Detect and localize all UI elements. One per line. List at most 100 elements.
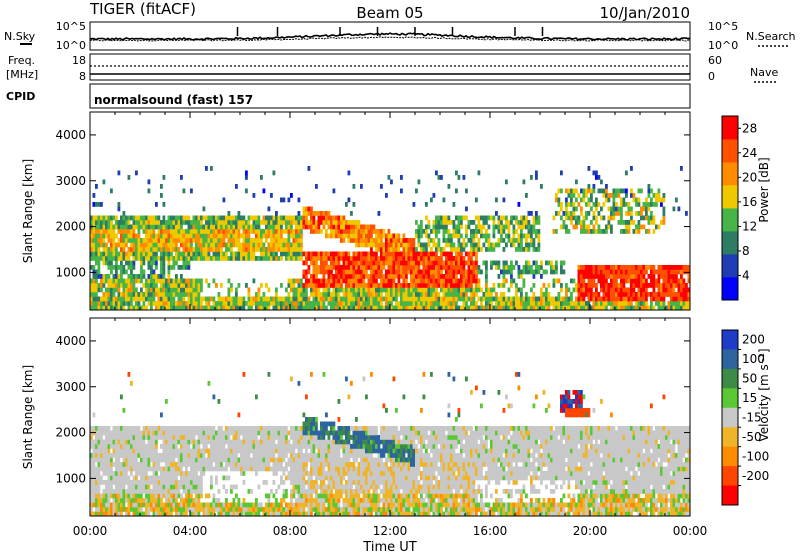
power-cell [365, 292, 368, 297]
power-cell [497, 301, 501, 306]
power-cell [317, 301, 321, 306]
power-cell [522, 305, 526, 310]
power-cell [412, 292, 416, 297]
power-cell [402, 292, 406, 297]
power-cell [232, 220, 236, 225]
power-cell [232, 238, 236, 243]
velocity-cell [197, 457, 201, 463]
power-cell [110, 233, 113, 239]
power-cell [287, 283, 291, 288]
power-cell [612, 215, 616, 221]
power-cell [232, 233, 236, 239]
power-cell [127, 305, 131, 310]
power-cell [292, 247, 296, 252]
power-cell [415, 305, 418, 310]
power-cell [325, 256, 328, 261]
power-cell [552, 301, 556, 306]
power-cell [112, 242, 116, 248]
power-cell [542, 269, 546, 275]
power-cell [515, 292, 518, 297]
power-cell [367, 292, 371, 297]
velocity-cell [132, 511, 136, 516]
power-cell [92, 229, 96, 234]
power-cell [225, 251, 228, 257]
power-cell [475, 247, 478, 252]
power-cell [315, 274, 318, 279]
velocity-cell [132, 448, 136, 454]
velocity-cell [107, 448, 111, 454]
power-cell [522, 301, 526, 306]
power-cell [600, 305, 603, 310]
power-cell [662, 292, 666, 297]
power-cell [332, 251, 336, 257]
power-cell [145, 296, 148, 302]
power-cell [327, 269, 331, 275]
velocity-cell [185, 489, 188, 494]
power-cell [582, 229, 586, 234]
power-cell [380, 184, 383, 189]
velocity-cell [210, 502, 213, 508]
power-cell [610, 265, 613, 270]
power-cell [197, 220, 201, 225]
power-cell [607, 224, 611, 230]
power-cell [335, 274, 338, 279]
power-cell [595, 283, 598, 288]
power-cell [327, 211, 331, 216]
power-cell [440, 220, 443, 225]
power-cell [375, 292, 378, 297]
velocity-cell [227, 453, 231, 458]
power-cell [477, 278, 481, 284]
velocity-cell [122, 444, 126, 449]
power-cell [642, 269, 646, 275]
power-cell [90, 215, 93, 221]
velocity-cell [102, 457, 106, 463]
freq-unit-label: [MHz] [6, 68, 38, 81]
power-cell [452, 260, 456, 266]
power-cell [310, 283, 313, 288]
velocity-cell [150, 498, 153, 503]
power-cell [582, 274, 586, 279]
power-cell [157, 301, 161, 306]
power-cell [280, 224, 283, 230]
power-cell [475, 233, 478, 239]
power-cell [152, 251, 156, 257]
power-cell [97, 256, 101, 261]
velocity-cell [200, 466, 203, 472]
power-cell [282, 220, 286, 225]
power-cell [102, 278, 106, 284]
velocity-cell [247, 457, 251, 463]
velocity-cell [132, 475, 136, 481]
power-cell [222, 251, 226, 257]
power-cell [215, 301, 218, 306]
power-cell [315, 265, 318, 270]
power-cell [92, 301, 96, 306]
power-cell [490, 247, 493, 252]
velocity-cell [187, 484, 191, 490]
velocity-cell [162, 489, 166, 494]
power-cell [630, 296, 633, 302]
power-cell [175, 242, 178, 248]
power-cell [142, 242, 146, 248]
power-cell [145, 292, 148, 297]
power-cell [427, 256, 431, 261]
power-cell [415, 265, 418, 270]
power-cell [565, 283, 568, 288]
power-cell [647, 188, 651, 194]
velocity-cell [252, 466, 256, 472]
velocity-cell [157, 493, 161, 499]
power-cell [382, 274, 386, 279]
power-cell [605, 265, 608, 270]
power-cell [327, 224, 331, 230]
power-cell [470, 287, 473, 293]
power-cell [302, 283, 306, 288]
velocity-cell [95, 484, 98, 490]
power-cell [455, 283, 458, 288]
velocity-cell [217, 430, 221, 436]
velocity-cell [265, 502, 268, 508]
power-cell [155, 287, 158, 293]
velocity-cell [242, 498, 246, 503]
power-cell [487, 287, 491, 293]
velocity-cell [222, 430, 226, 436]
power-cell [630, 166, 633, 171]
power-cell [167, 301, 171, 306]
